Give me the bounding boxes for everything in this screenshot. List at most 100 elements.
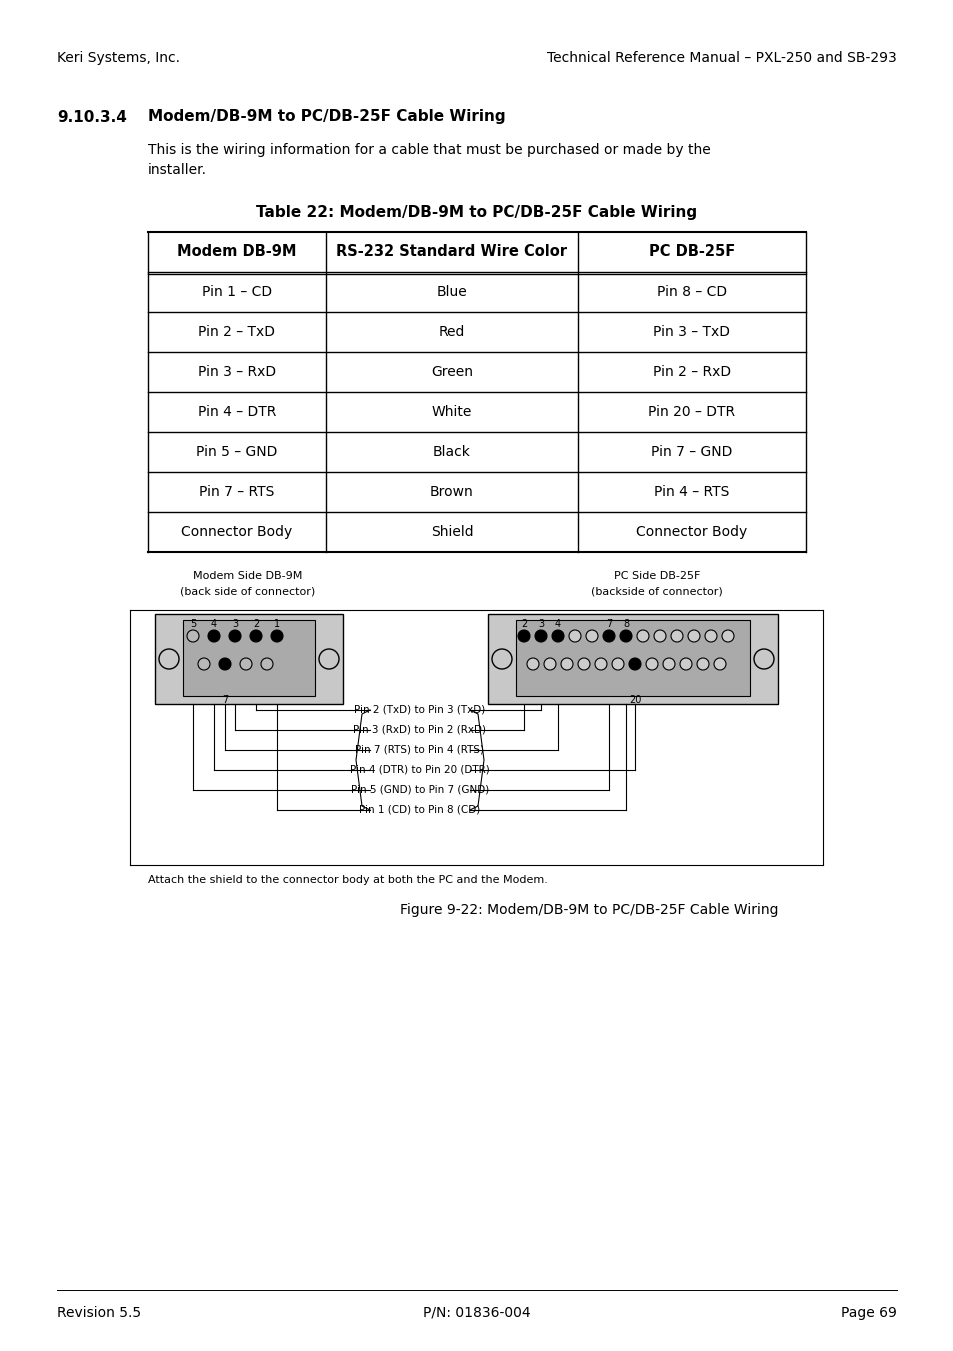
Circle shape xyxy=(261,658,273,670)
Circle shape xyxy=(526,658,538,670)
Bar xyxy=(516,620,749,696)
Circle shape xyxy=(517,630,530,642)
Circle shape xyxy=(318,648,338,669)
Circle shape xyxy=(612,658,623,670)
Text: Pin 7 – GND: Pin 7 – GND xyxy=(651,444,732,459)
Text: RS-232 Standard Wire Color: RS-232 Standard Wire Color xyxy=(336,245,567,259)
Text: Attach the shield to the connector body at both the PC and the Modem.: Attach the shield to the connector body … xyxy=(148,875,547,885)
Circle shape xyxy=(535,630,546,642)
Text: Green: Green xyxy=(431,365,473,380)
Text: Pin 2 – TxD: Pin 2 – TxD xyxy=(198,326,275,339)
Text: 3: 3 xyxy=(537,619,543,630)
Text: Figure 9-22: Modem/DB-9M to PC/DB-25F Cable Wiring: Figure 9-22: Modem/DB-9M to PC/DB-25F Ca… xyxy=(399,902,778,917)
Text: Pin 4 (DTR) to Pin 20 (DTR): Pin 4 (DTR) to Pin 20 (DTR) xyxy=(350,765,489,775)
Bar xyxy=(488,613,778,704)
Text: Keri Systems, Inc.: Keri Systems, Inc. xyxy=(57,51,180,65)
Text: 5: 5 xyxy=(190,619,196,630)
Text: PC DB-25F: PC DB-25F xyxy=(648,245,735,259)
Text: 4: 4 xyxy=(555,619,560,630)
Text: 8: 8 xyxy=(622,619,628,630)
Circle shape xyxy=(492,648,512,669)
Circle shape xyxy=(713,658,725,670)
Text: Pin 3 – RxD: Pin 3 – RxD xyxy=(197,365,275,380)
Circle shape xyxy=(578,658,589,670)
Circle shape xyxy=(560,658,573,670)
Circle shape xyxy=(619,630,631,642)
Circle shape xyxy=(568,630,580,642)
Text: Pin 7 (RTS) to Pin 4 (RTS): Pin 7 (RTS) to Pin 4 (RTS) xyxy=(355,744,484,755)
Circle shape xyxy=(250,630,262,642)
Text: Pin 20 – DTR: Pin 20 – DTR xyxy=(648,405,735,419)
Text: Black: Black xyxy=(433,444,471,459)
Circle shape xyxy=(585,630,598,642)
Text: Modem Side DB-9M: Modem Side DB-9M xyxy=(193,571,302,581)
Text: Technical Reference Manual – PXL-250 and SB-293: Technical Reference Manual – PXL-250 and… xyxy=(547,51,896,65)
Circle shape xyxy=(654,630,665,642)
Text: Pin 1 – CD: Pin 1 – CD xyxy=(202,285,272,299)
Circle shape xyxy=(670,630,682,642)
Circle shape xyxy=(687,630,700,642)
Circle shape xyxy=(271,630,283,642)
Text: Table 22: Modem/DB-9M to PC/DB-25F Cable Wiring: Table 22: Modem/DB-9M to PC/DB-25F Cable… xyxy=(256,205,697,220)
Text: 20: 20 xyxy=(628,694,640,705)
Circle shape xyxy=(187,630,199,642)
Text: installer.: installer. xyxy=(148,163,207,177)
Circle shape xyxy=(645,658,658,670)
Text: Modem/DB-9M to PC/DB-25F Cable Wiring: Modem/DB-9M to PC/DB-25F Cable Wiring xyxy=(148,109,505,124)
Text: Blue: Blue xyxy=(436,285,467,299)
Text: Shield: Shield xyxy=(430,526,473,539)
Circle shape xyxy=(662,658,675,670)
Circle shape xyxy=(602,630,615,642)
Text: Pin 3 (RxD) to Pin 2 (RxD): Pin 3 (RxD) to Pin 2 (RxD) xyxy=(354,725,486,735)
Text: Page 69: Page 69 xyxy=(841,1306,896,1320)
Circle shape xyxy=(704,630,717,642)
Text: 7: 7 xyxy=(222,694,228,705)
Text: White: White xyxy=(432,405,472,419)
Circle shape xyxy=(697,658,708,670)
Circle shape xyxy=(628,658,640,670)
Text: 9.10.3.4: 9.10.3.4 xyxy=(57,109,127,124)
Circle shape xyxy=(543,658,556,670)
Text: Pin 3 – TxD: Pin 3 – TxD xyxy=(653,326,730,339)
Text: Modem DB-9M: Modem DB-9M xyxy=(177,245,296,259)
Text: 2: 2 xyxy=(520,619,527,630)
Text: 1: 1 xyxy=(274,619,280,630)
Text: (back side of connector): (back side of connector) xyxy=(180,586,315,596)
Circle shape xyxy=(208,630,220,642)
Text: Pin 4 – DTR: Pin 4 – DTR xyxy=(197,405,276,419)
Circle shape xyxy=(679,658,691,670)
Text: Revision 5.5: Revision 5.5 xyxy=(57,1306,141,1320)
Circle shape xyxy=(219,658,231,670)
Text: Red: Red xyxy=(438,326,465,339)
Text: Pin 2 – RxD: Pin 2 – RxD xyxy=(652,365,730,380)
Text: PC Side DB-25F: PC Side DB-25F xyxy=(613,571,700,581)
Text: Connector Body: Connector Body xyxy=(181,526,293,539)
Text: 7: 7 xyxy=(605,619,612,630)
Circle shape xyxy=(229,630,241,642)
Circle shape xyxy=(552,630,563,642)
Circle shape xyxy=(595,658,606,670)
Text: (backside of connector): (backside of connector) xyxy=(591,586,722,596)
Circle shape xyxy=(637,630,648,642)
Text: Connector Body: Connector Body xyxy=(636,526,747,539)
Text: Pin 8 – CD: Pin 8 – CD xyxy=(657,285,726,299)
Text: P/N: 01836-004: P/N: 01836-004 xyxy=(423,1306,530,1320)
Text: Pin 5 – GND: Pin 5 – GND xyxy=(196,444,277,459)
Bar xyxy=(183,620,314,696)
Circle shape xyxy=(240,658,252,670)
Circle shape xyxy=(198,658,210,670)
Text: Pin 7 – RTS: Pin 7 – RTS xyxy=(199,485,274,499)
Circle shape xyxy=(159,648,179,669)
Text: Pin 2 (TxD) to Pin 3 (TxD): Pin 2 (TxD) to Pin 3 (TxD) xyxy=(354,705,485,715)
Circle shape xyxy=(753,648,773,669)
Text: Pin 5 (GND) to Pin 7 (GND): Pin 5 (GND) to Pin 7 (GND) xyxy=(351,785,489,794)
Text: Pin 4 – RTS: Pin 4 – RTS xyxy=(654,485,729,499)
Circle shape xyxy=(721,630,733,642)
Bar xyxy=(154,613,343,704)
Text: This is the wiring information for a cable that must be purchased or made by the: This is the wiring information for a cab… xyxy=(148,143,710,157)
Text: Pin 1 (CD) to Pin 8 (CD): Pin 1 (CD) to Pin 8 (CD) xyxy=(359,805,480,815)
Text: 3: 3 xyxy=(232,619,238,630)
Text: 2: 2 xyxy=(253,619,259,630)
Text: 4: 4 xyxy=(211,619,217,630)
Text: Brown: Brown xyxy=(430,485,474,499)
